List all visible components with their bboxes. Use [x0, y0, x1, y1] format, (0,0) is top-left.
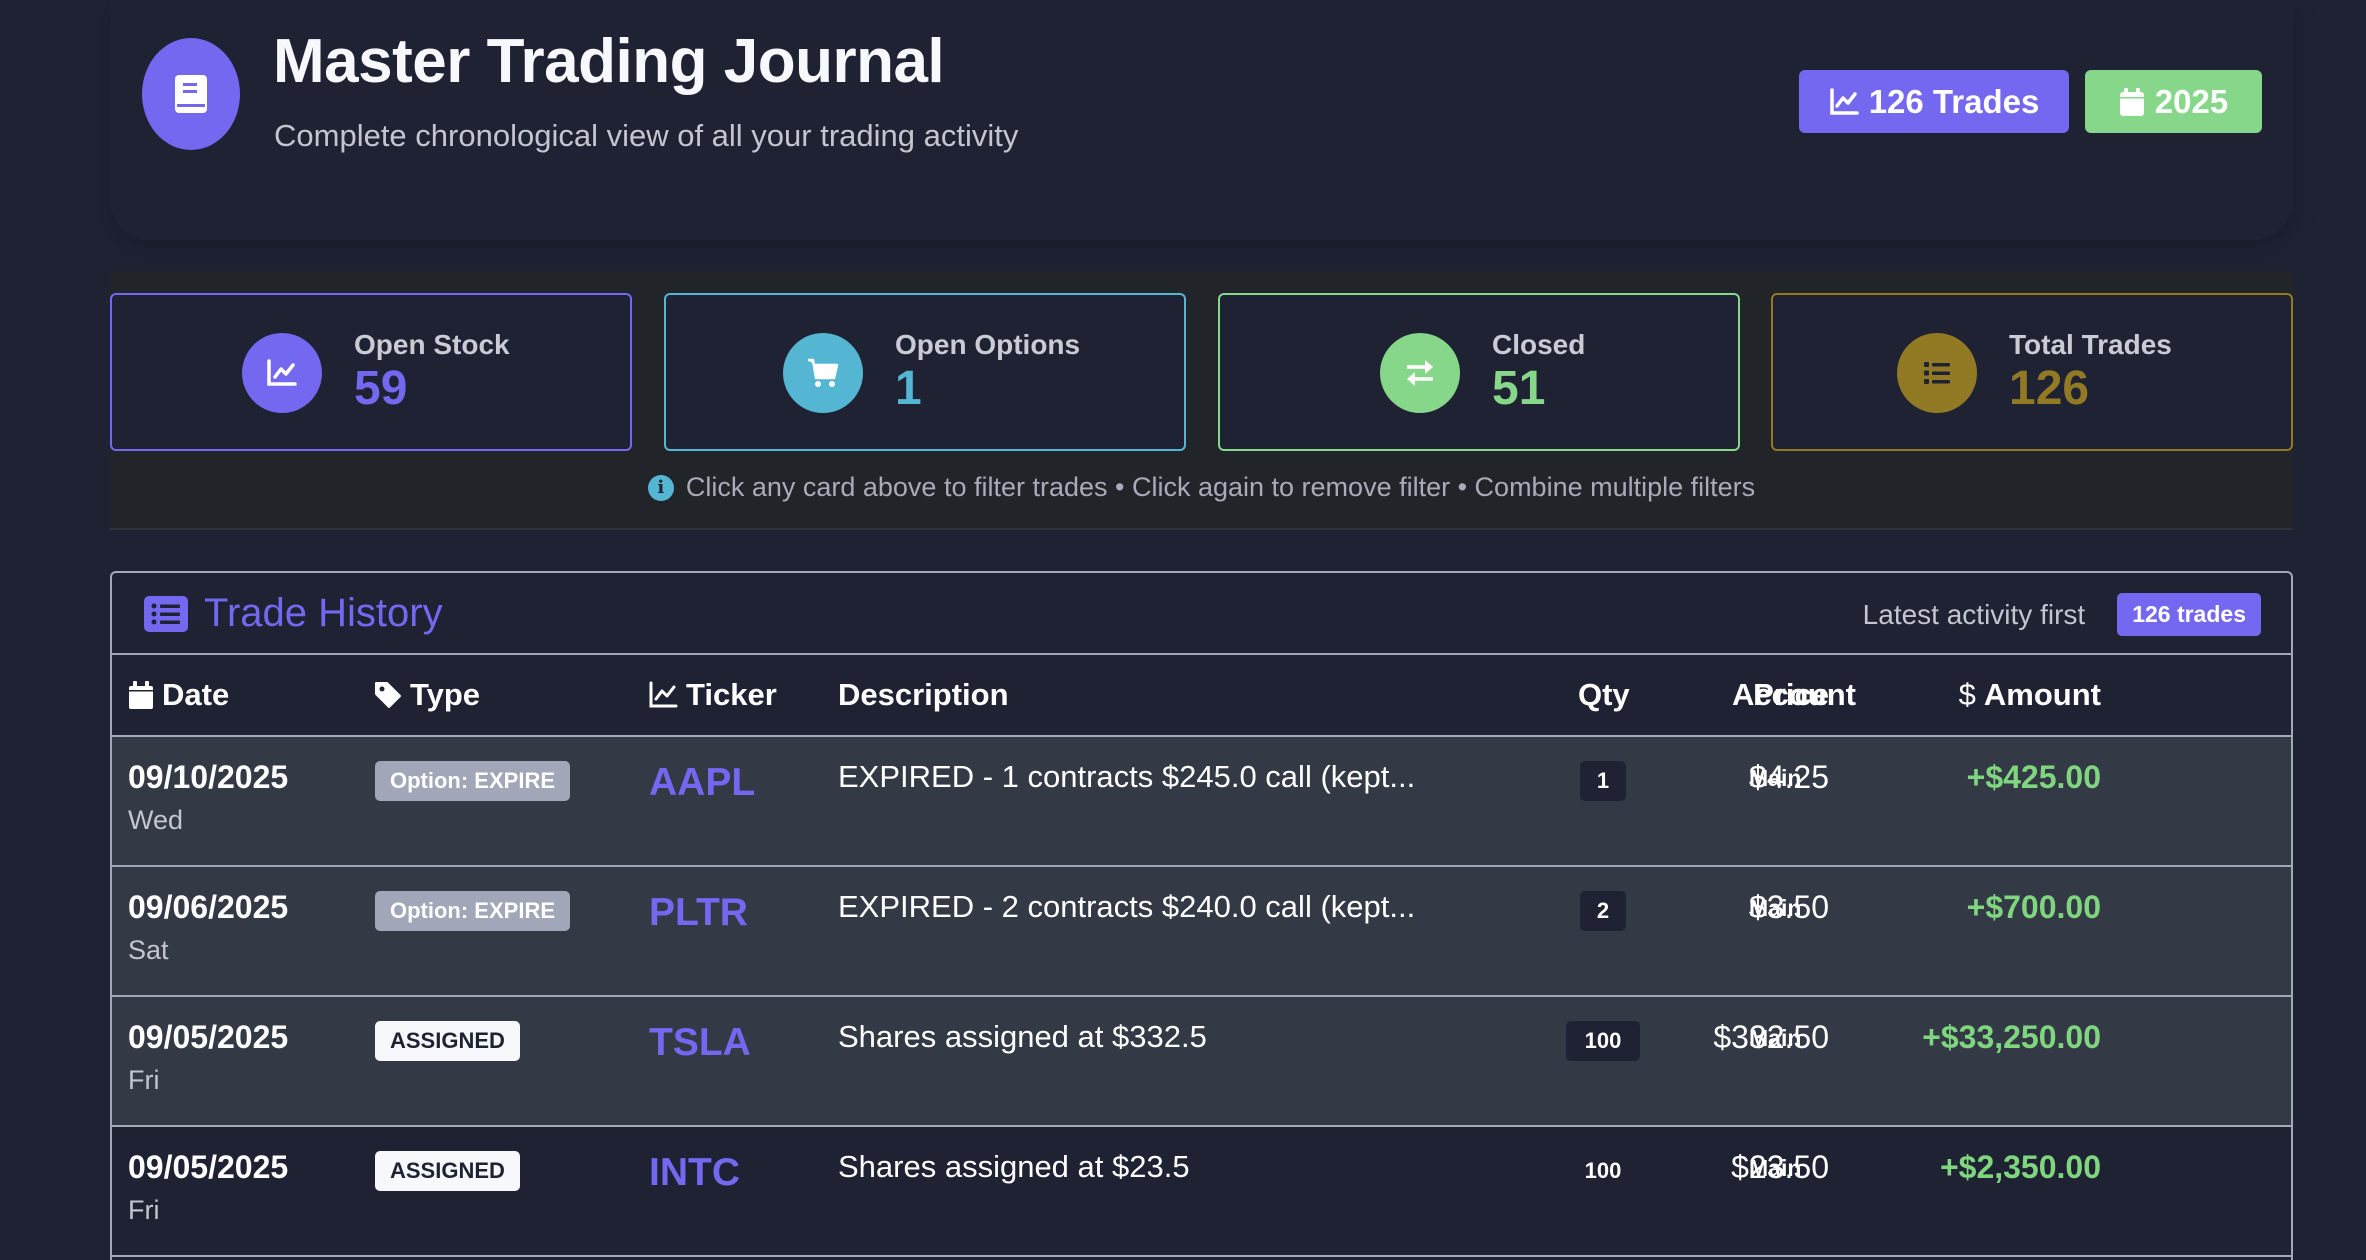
trade-type-badge: ASSIGNED [375, 1021, 520, 1061]
ticker-link[interactable]: INTC [649, 1151, 740, 1194]
column-header-amount[interactable]: $ Amount [1958, 677, 2101, 712]
stat-label: Closed [1492, 329, 1586, 360]
trade-amount: +$425.00 [1966, 759, 2101, 795]
calendar-icon [2119, 87, 2145, 117]
dollar-icon: $ [1958, 677, 1976, 712]
table-row[interactable]: 09/10/2025 Wed Option: EXPIRE AAPL EXPIR… [112, 737, 2291, 867]
list-alt-icon [144, 595, 188, 632]
trade-price: $332.50 [1713, 1019, 1829, 1055]
year-badge: 2025 [2085, 70, 2262, 133]
table-row[interactable]: 09/05/2025 Fri ASSIGNED INTC Shares assi… [112, 1127, 2291, 1257]
trades-count-label: 126 Trades [1868, 82, 2040, 120]
stats-panel: Open Stock 59 Open Options 1 Closed 51 T… [110, 272, 2293, 530]
list-icon [1897, 333, 1977, 413]
column-header-type[interactable]: Type [374, 677, 480, 713]
trade-price: $4.25 [1748, 759, 1829, 795]
trade-weekday: Fri [128, 1195, 160, 1225]
stat-card-open-stock[interactable]: Open Stock 59 [110, 293, 632, 451]
trade-date: 09/05/2025 [128, 1149, 289, 1185]
trade-amount: +$700.00 [1966, 889, 2101, 925]
trade-price: $3.50 [1748, 889, 1829, 925]
filter-hint: i Click any card above to filter trades … [110, 472, 2293, 503]
calendar-icon [128, 680, 154, 710]
info-icon: i [647, 474, 674, 501]
column-headers: Date Type Ticker Description Qty Price $… [112, 655, 2291, 737]
qty-badge: 100 [1566, 1151, 1640, 1191]
page-title: Master Trading Journal [273, 27, 945, 96]
trade-history-table: Trade History Latest activity first 126 … [110, 571, 2293, 1260]
shopping-cart-icon [783, 333, 863, 413]
trade-type-badge: ASSIGNED [375, 1151, 520, 1191]
page-header: Master Trading Journal Complete chronolo… [110, 0, 2293, 240]
trade-amount: +$2,350.00 [1939, 1149, 2101, 1185]
stat-value: 126 [2009, 362, 2090, 415]
sort-note: Latest activity first [1862, 598, 2086, 630]
trade-type-badge: Option: EXPIRE [375, 761, 570, 801]
trade-description: Shares assigned at $23.5 [838, 1149, 1190, 1184]
stat-value: 1 [895, 362, 922, 415]
trade-weekday: Sat [128, 935, 169, 965]
stat-label: Open Stock [354, 329, 510, 360]
tag-icon [374, 681, 402, 709]
column-header-price[interactable]: Price [1753, 677, 1829, 712]
table-title-text: Trade History [204, 591, 443, 635]
trade-description: EXPIRED - 1 contracts $245.0 call (kept.… [838, 759, 1416, 794]
trades-count-badge: 126 Trades [1799, 70, 2069, 133]
ticker-link[interactable]: AAPL [649, 761, 756, 804]
ticker-link[interactable]: TSLA [649, 1021, 751, 1064]
trade-account: Main [1749, 765, 1802, 791]
table-meta: Latest activity first 126 trades [1863, 593, 2261, 636]
trade-amount: +$33,250.00 [1922, 1019, 2101, 1055]
column-header-ticker[interactable]: Ticker [648, 677, 777, 713]
table-row[interactable]: 09/06/2025 Sat Option: EXPIRE PLTR EXPIR… [112, 867, 2291, 997]
stat-value: 51 [1492, 362, 1546, 415]
trade-weekday: Fri [128, 1065, 160, 1095]
trade-account: Main [1749, 1155, 1802, 1181]
trade-weekday: Wed [128, 805, 184, 835]
qty-badge: 2 [1580, 891, 1626, 931]
filter-hint-text: Click any card above to filter trades • … [685, 472, 1756, 502]
column-header-description[interactable]: Description [838, 677, 1009, 712]
trade-price: $23.50 [1731, 1149, 1829, 1185]
stat-card-open-options[interactable]: Open Options 1 [664, 293, 1186, 451]
chart-line-icon [648, 681, 678, 709]
page-subtitle: Complete chronological view of all your … [274, 118, 1019, 153]
trade-date: 09/05/2025 [128, 1019, 289, 1055]
trade-date: 09/06/2025 [128, 889, 289, 925]
trade-date: 09/10/2025 [128, 759, 289, 795]
stat-card-closed[interactable]: Closed 51 [1218, 293, 1740, 451]
book-icon [142, 38, 240, 150]
table-row[interactable]: 09/05/2025 Fri ASSIGNED TSLA Shares assi… [112, 997, 2291, 1127]
qty-badge: 100 [1566, 1021, 1640, 1061]
trade-account: Main [1749, 895, 1802, 921]
year-label: 2025 [2154, 82, 2229, 120]
trade-description: EXPIRED - 2 contracts $240.0 call (kept.… [838, 889, 1416, 924]
column-header-qty[interactable]: Qty [1578, 677, 1630, 712]
column-header-date[interactable]: Date [128, 677, 229, 713]
table-title: Trade History [144, 591, 443, 636]
trade-type-badge: Option: EXPIRE [375, 891, 570, 931]
chart-line-icon [1829, 87, 1859, 116]
trade-account: Main [1749, 1025, 1802, 1051]
trade-count-badge: 126 trades [2117, 593, 2261, 636]
trade-description: Shares assigned at $332.5 [838, 1019, 1207, 1054]
column-header-account[interactable]: Account [1732, 677, 1856, 712]
stat-label: Total Trades [2009, 329, 2172, 360]
exchange-arrows-icon [1380, 333, 1460, 413]
stat-card-total-trades[interactable]: Total Trades 126 [1771, 293, 2293, 451]
chart-line-icon [242, 333, 322, 413]
stat-value: 59 [354, 362, 408, 415]
ticker-link[interactable]: PLTR [649, 891, 748, 934]
qty-badge: 1 [1580, 761, 1626, 801]
table-header-bar: Trade History Latest activity first 126 … [112, 573, 2291, 655]
stat-label: Open Options [895, 329, 1081, 360]
